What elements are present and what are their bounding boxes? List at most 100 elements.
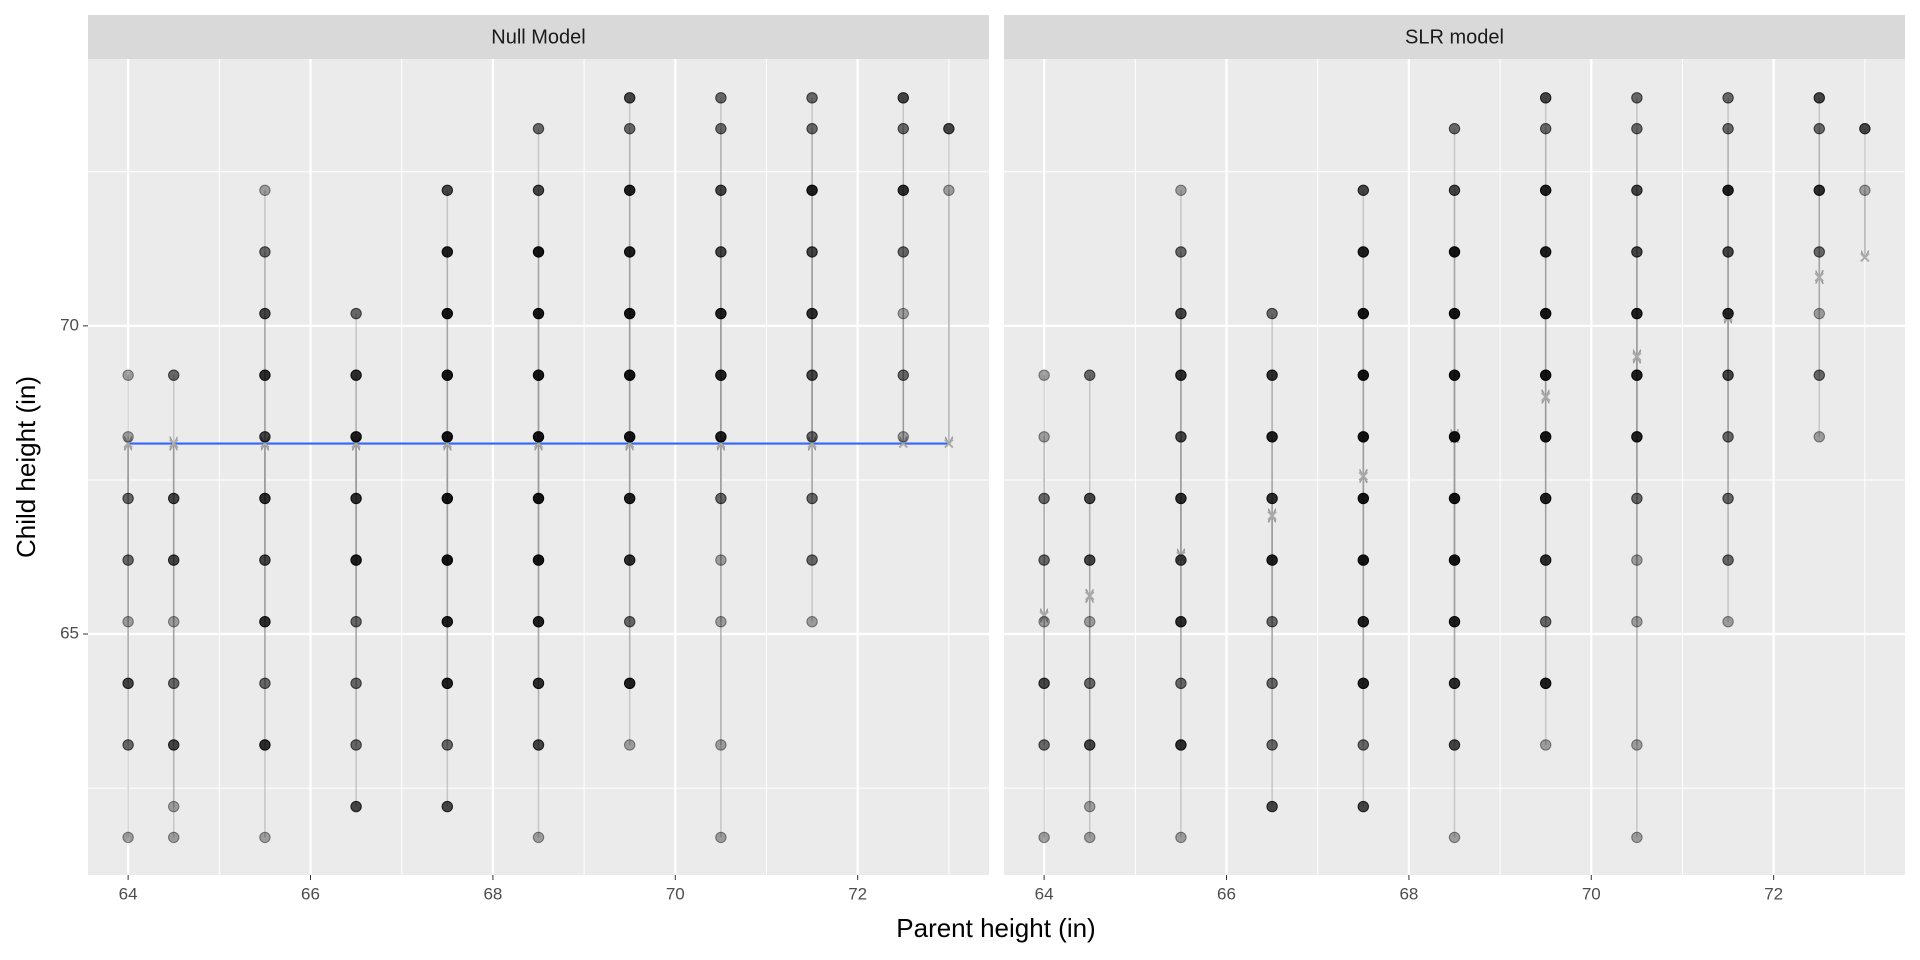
point (168, 800, 180, 813)
point (897, 184, 909, 196)
point (1813, 307, 1825, 320)
point (943, 184, 955, 196)
point (532, 831, 545, 844)
point (441, 307, 454, 320)
point (1539, 554, 1552, 566)
point (1722, 307, 1734, 320)
point (441, 246, 454, 258)
point (1266, 615, 1278, 628)
point (441, 800, 454, 813)
point (1448, 246, 1461, 258)
point (1175, 369, 1187, 381)
point (1357, 184, 1370, 196)
fitted-marker (1358, 471, 1369, 481)
point (532, 615, 545, 628)
point (1448, 831, 1461, 844)
point (1038, 431, 1050, 443)
point (1722, 92, 1734, 104)
point (1175, 246, 1187, 258)
point (623, 615, 636, 628)
point (259, 677, 271, 690)
point (1084, 831, 1096, 844)
point (259, 307, 271, 320)
point (1175, 739, 1187, 751)
point (1722, 246, 1734, 258)
facet-title: SLR model (1405, 26, 1504, 48)
point (441, 492, 454, 505)
point (1448, 554, 1461, 566)
point (532, 307, 545, 320)
point (806, 246, 818, 258)
point (1539, 246, 1552, 258)
point (1539, 492, 1552, 505)
point (1539, 615, 1552, 628)
point (259, 431, 271, 443)
strip (88, 15, 989, 59)
point (1631, 122, 1643, 135)
point (715, 739, 727, 751)
y-tick-label: 70 (60, 315, 79, 334)
point (1722, 184, 1734, 196)
point (532, 122, 545, 135)
point (806, 122, 818, 135)
fitted-marker (1540, 392, 1551, 402)
point (532, 554, 545, 566)
point (259, 369, 271, 381)
point (350, 369, 362, 381)
point (350, 431, 362, 443)
point (1631, 92, 1643, 104)
point (806, 492, 818, 505)
point (350, 677, 362, 690)
point (806, 615, 818, 628)
point (1038, 615, 1050, 628)
x-tick-label: 64 (119, 884, 138, 903)
point (1539, 307, 1552, 320)
point (259, 492, 271, 505)
point (623, 369, 636, 381)
point (1859, 184, 1871, 196)
x-tick-label: 70 (666, 884, 685, 903)
point (715, 307, 727, 320)
strip (1004, 15, 1905, 59)
point (441, 369, 454, 381)
point (1539, 92, 1552, 104)
point (350, 739, 362, 751)
x-tick-label: 68 (483, 884, 502, 903)
point (715, 184, 727, 196)
point (441, 615, 454, 628)
point (715, 615, 727, 628)
point (1448, 369, 1461, 381)
point (1357, 246, 1370, 258)
point (122, 739, 134, 751)
point (1859, 122, 1871, 135)
point (1175, 615, 1187, 628)
point (259, 554, 271, 566)
x-tick-label: 72 (1764, 884, 1783, 903)
point (623, 307, 636, 320)
point (1357, 307, 1370, 320)
point (532, 184, 545, 196)
point (1448, 677, 1461, 690)
y-tick-label: 65 (60, 624, 79, 643)
fitted-marker (169, 438, 179, 449)
point (1539, 677, 1552, 690)
point (259, 831, 271, 844)
point (623, 554, 636, 566)
x-tick-label: 64 (1035, 884, 1054, 903)
point (1631, 431, 1643, 443)
point (1631, 554, 1643, 566)
point (122, 431, 134, 443)
fitted-marker (1267, 510, 1277, 521)
point (1448, 492, 1461, 505)
point (168, 492, 180, 505)
point (1722, 492, 1734, 505)
point (350, 492, 362, 505)
point (1175, 307, 1187, 320)
point (441, 739, 454, 751)
point (441, 554, 454, 566)
point (259, 615, 271, 628)
point (1357, 677, 1370, 690)
fitted-marker (898, 438, 908, 449)
point (1084, 369, 1096, 381)
point (1631, 369, 1643, 381)
